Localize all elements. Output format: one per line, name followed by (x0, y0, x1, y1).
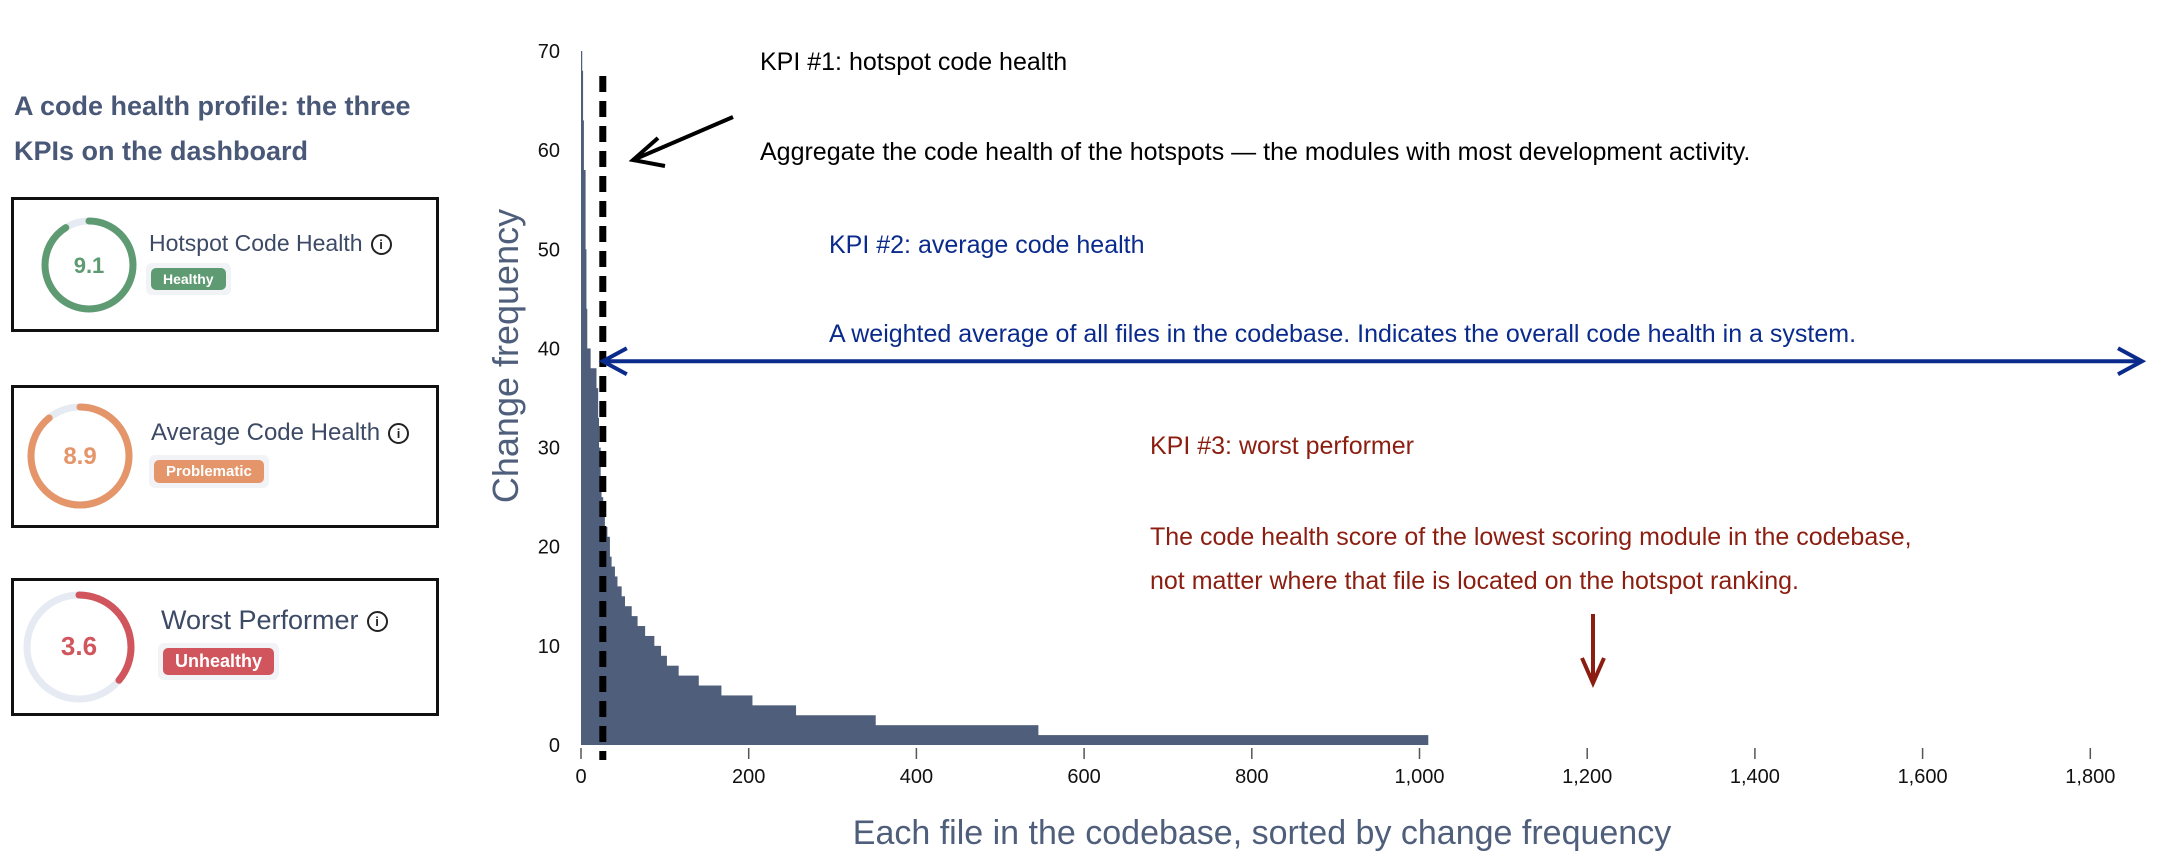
step-bar (581, 70, 584, 745)
step-bar (590, 368, 597, 745)
kpi-card-average[interactable]: 8.9 Average Code Health i Problematic (11, 385, 439, 528)
kpi1-description: Aggregate the code health of the hotspot… (760, 138, 1751, 166)
step-bar (624, 606, 632, 745)
step-bar (585, 249, 587, 746)
y-tick-label: 20 (538, 537, 560, 559)
score-ring: 9.1 (41, 217, 137, 313)
step-bar (875, 725, 1039, 745)
x-tick-label: 1,000 (1394, 766, 1444, 788)
info-icon[interactable]: i (388, 423, 410, 445)
step-bar (721, 695, 753, 745)
step-bar (606, 536, 610, 745)
step-bar (653, 645, 662, 745)
step-bar (631, 616, 638, 745)
status-badge: Unhealthy (163, 648, 275, 675)
info-icon[interactable]: i (370, 234, 392, 256)
kpi-card-hotspot[interactable]: 9.1 Hotspot Code Health i Healthy (11, 197, 439, 332)
score-value: 3.6 (61, 631, 97, 661)
step-bar (586, 308, 588, 745)
step-bar (752, 705, 797, 745)
kpi-label: Average Code Health (151, 419, 381, 446)
step-bar (795, 715, 876, 745)
x-tick-label: 1,200 (1562, 766, 1612, 788)
kpi3-description-line1: The code health score of the lowest scor… (1150, 523, 1912, 551)
x-tick-label: 1,400 (1730, 766, 1780, 788)
step-bar (596, 388, 599, 745)
kpi3-title: KPI #3: worst performer (1150, 432, 1414, 460)
step-bar (597, 417, 600, 745)
step-bar (611, 566, 615, 745)
score-ring: 8.9 (27, 403, 133, 509)
y-axis-label: Change frequency (485, 209, 526, 503)
score-value: 8.9 (63, 443, 96, 470)
ring-progress (23, 591, 135, 703)
step-bar (581, 51, 583, 745)
y-tick-label: 60 (538, 140, 560, 162)
step-bar (1037, 735, 1429, 745)
x-tick-label: 200 (732, 766, 765, 788)
x-tick-label: 800 (1235, 766, 1268, 788)
step-bar (666, 665, 679, 745)
y-tick-label: 10 (538, 636, 560, 658)
kpi3-arrow (1580, 614, 1606, 688)
step-bar (582, 120, 584, 746)
score-ring: 3.6 (23, 591, 135, 703)
kpi-label: Worst Performer (161, 605, 359, 635)
step-bar (617, 586, 622, 745)
x-tick-label: 0 (575, 766, 586, 788)
status-badge: Problematic (154, 460, 264, 483)
x-axis-label: Each file in the codebase, sorted by cha… (853, 814, 1671, 852)
x-tick-label: 1,800 (2065, 766, 2115, 788)
kpi3-description-line2: not matter where that file is located on… (1150, 567, 1799, 595)
y-tick-label: 40 (538, 338, 560, 360)
step-bar (609, 556, 612, 745)
kpi2-double-arrow (598, 346, 2147, 377)
kpi1-title: KPI #1: hotspot code health (760, 48, 1068, 76)
y-tick-label: 70 (538, 41, 560, 63)
step-bar (660, 655, 667, 745)
kpi2-title: KPI #2: average code health (829, 231, 1145, 259)
step-bar (678, 675, 699, 745)
x-tick-label: 1,600 (1898, 766, 1948, 788)
step-bar (601, 497, 604, 745)
x-tick-label: 600 (1067, 766, 1100, 788)
step-bar (598, 447, 601, 745)
step-bar (614, 576, 618, 745)
kpi1-arrow (628, 115, 734, 168)
kpi2-description: A weighted average of all files in the c… (829, 320, 1857, 348)
score-value: 9.1 (74, 253, 105, 278)
step-bar (698, 685, 722, 745)
step-bar (586, 348, 591, 745)
step-bar (583, 169, 586, 745)
ring-progress (27, 403, 133, 509)
x-tick-label: 400 (900, 766, 933, 788)
y-tick-label: 30 (538, 438, 560, 460)
info-icon[interactable]: i (366, 611, 388, 633)
step-bar (637, 626, 646, 745)
step-bar (644, 635, 655, 745)
y-tick-label: 0 (549, 735, 560, 757)
ring-progress (41, 217, 137, 313)
kpi-card-worst[interactable]: 3.6 Worst Performer i Unhealthy (11, 578, 439, 716)
y-tick-label: 50 (538, 239, 560, 261)
step-bar (621, 596, 626, 745)
status-badge: Healthy (151, 268, 226, 290)
panel-title: A code health profile: the three KPIs on… (14, 91, 411, 166)
kpi-label: Hotspot Code Health (149, 230, 363, 256)
